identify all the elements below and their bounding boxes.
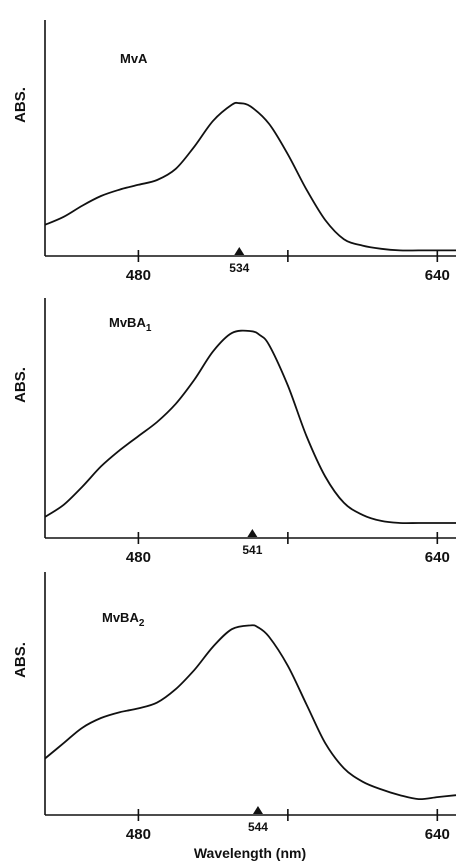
chart-title: MvBA2 [102, 610, 145, 629]
peak-marker-triangle [234, 247, 245, 255]
x-tick-label-640: 640 [425, 267, 450, 284]
x-axis-title: Wavelength (nm) [194, 845, 306, 861]
absorbance-curve [44, 329, 456, 525]
peak-marker-triangle [252, 806, 263, 814]
peak-wavelength-label: 544 [248, 820, 268, 834]
absorbance-curve [44, 101, 456, 252]
x-tick-label-640: 640 [425, 549, 450, 566]
peak-marker-triangle [247, 529, 258, 537]
absorbance-curve [44, 624, 457, 801]
peak-wavelength-label: 534 [229, 261, 249, 275]
x-ticks: 480 640 [126, 809, 450, 843]
x-tick-label-480: 480 [126, 549, 151, 566]
panel-mva: ABS. MvA 480 640 534 [12, 20, 456, 284]
chart-title-subscript: 1 [146, 323, 152, 334]
chart-title-main: MvBA [102, 610, 139, 625]
chart-title-subscript: 2 [139, 618, 145, 629]
y-axis-label: ABS. [12, 367, 29, 403]
chart-title-main: MvBA [109, 315, 146, 330]
panel-mvba1: ABS. MvBA1 480 640 541 [12, 298, 456, 566]
x-tick-label-480: 480 [126, 267, 151, 284]
chart-title: MvBA1 [109, 315, 152, 334]
x-ticks: 480 640 [126, 532, 450, 566]
y-axis-label: ABS. [12, 642, 29, 678]
chart-title: MvA [120, 51, 148, 66]
x-tick-label-640: 640 [425, 826, 450, 843]
x-ticks: 480 640 [126, 250, 450, 284]
peak-wavelength-label: 541 [242, 543, 262, 557]
panel-mvba2: ABS. MvBA2 480 640 544 [12, 572, 457, 843]
chart-title-main: MvA [120, 51, 148, 66]
y-axis-label: ABS. [12, 87, 29, 123]
x-tick-label-480: 480 [126, 826, 151, 843]
